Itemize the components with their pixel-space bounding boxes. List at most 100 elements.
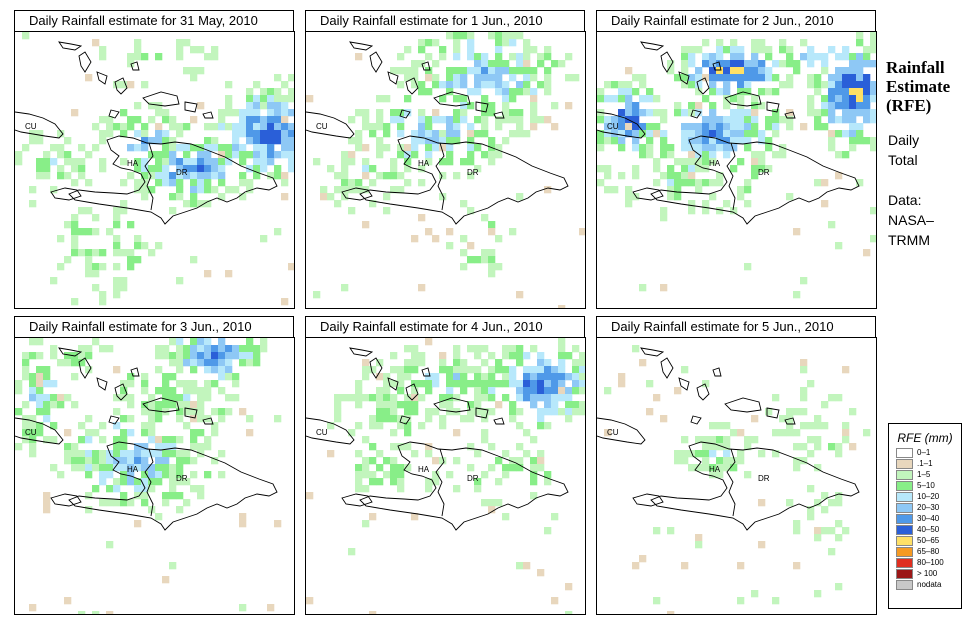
rain-cell <box>737 562 745 570</box>
rain-cell <box>190 116 198 124</box>
rain-cell <box>558 60 566 68</box>
rain-cell <box>239 123 247 131</box>
rain-cell <box>453 485 461 493</box>
rain-cell <box>50 352 58 360</box>
rain-cell <box>376 408 384 416</box>
rain-cell <box>828 443 836 451</box>
rain-cell <box>558 394 566 402</box>
rain-cell <box>29 186 37 194</box>
rain-cell <box>446 74 454 82</box>
rain-cell <box>579 380 585 388</box>
rain-cell <box>211 53 219 61</box>
rain-cell <box>558 387 566 395</box>
island-coastline <box>387 377 399 391</box>
rain-cell <box>709 123 717 131</box>
rain-cell <box>723 102 731 110</box>
rain-cell <box>148 478 156 486</box>
rain-cell <box>709 53 717 61</box>
rain-cell <box>204 165 212 173</box>
rain-cell <box>134 39 142 47</box>
rain-cell <box>688 165 696 173</box>
rain-cell <box>807 506 815 514</box>
rain-cell <box>197 359 205 367</box>
rain-cell <box>863 88 871 96</box>
jamaica-coastline <box>341 493 373 507</box>
rain-cell <box>716 116 724 124</box>
island-coastline <box>405 383 419 401</box>
rain-cell <box>467 88 475 96</box>
rain-cell <box>204 443 212 451</box>
rain-cell <box>828 116 836 124</box>
rain-cell <box>36 366 44 374</box>
rain-cell <box>369 513 377 521</box>
rain-cell <box>730 116 738 124</box>
rain-cell <box>246 123 254 131</box>
rain-cell <box>509 228 517 236</box>
rain-cell <box>632 74 640 82</box>
rain-cell <box>341 394 349 402</box>
rain-cell <box>134 256 142 264</box>
rain-cell <box>779 81 787 89</box>
rain-cell <box>36 401 44 409</box>
rain-cell <box>716 74 724 82</box>
rain-cell <box>467 366 475 374</box>
rain-cell <box>688 464 696 472</box>
rain-cell <box>502 380 510 388</box>
rain-cell <box>467 67 475 75</box>
rain-cell <box>134 186 142 194</box>
rain-cell <box>341 179 349 187</box>
rain-cell <box>190 366 198 374</box>
rain-cell <box>204 359 212 367</box>
rain-cell <box>85 506 93 514</box>
rain-cell <box>425 116 433 124</box>
rain-cell <box>190 74 198 82</box>
rain-cell <box>495 478 503 486</box>
rain-cell <box>327 450 335 458</box>
rain-cell <box>383 415 391 423</box>
rain-cell <box>702 39 710 47</box>
rain-cell <box>113 221 121 229</box>
rain-cell <box>397 401 405 409</box>
product-title: Rainfall Estimate (RFE) <box>886 58 971 115</box>
rain-cell <box>225 95 233 103</box>
rain-cell <box>246 151 254 159</box>
rain-cell <box>702 200 710 208</box>
rain-cell <box>50 380 58 388</box>
rain-cell <box>50 464 58 472</box>
dr-label: DR <box>176 168 188 177</box>
legend-item: 65–80 <box>896 546 961 557</box>
rain-cell <box>716 130 724 138</box>
rain-cell <box>36 373 44 381</box>
rain-cell <box>646 95 654 103</box>
rain-cell <box>786 46 794 54</box>
rain-cell <box>674 102 682 110</box>
rain-cell <box>821 401 829 409</box>
rain-cell <box>709 67 717 75</box>
rain-cell <box>695 67 703 75</box>
rain-cell <box>85 366 93 374</box>
haiti-dr-border <box>144 448 154 517</box>
rain-cell <box>390 172 398 180</box>
rain-cell <box>551 513 559 521</box>
rain-cell <box>176 345 184 353</box>
rain-cell <box>183 123 191 131</box>
rain-cell <box>674 387 682 395</box>
rain-cell <box>281 102 289 110</box>
rain-cell <box>404 366 412 374</box>
rain-cell <box>565 373 573 381</box>
rain-cell <box>856 130 864 138</box>
rain-cell <box>481 53 489 61</box>
rain-cell <box>239 144 247 152</box>
rain-cell <box>15 408 23 416</box>
rain-cell <box>334 172 342 180</box>
rain-cell <box>190 158 198 166</box>
rain-cell <box>148 394 156 402</box>
rain-cell <box>204 352 212 360</box>
rain-cell <box>618 109 626 117</box>
rain-cell <box>660 137 668 145</box>
rain-cell <box>765 88 773 96</box>
rain-cell <box>695 81 703 89</box>
rain-cell <box>516 116 524 124</box>
rain-cell <box>758 450 766 458</box>
rain-cell <box>404 179 412 187</box>
